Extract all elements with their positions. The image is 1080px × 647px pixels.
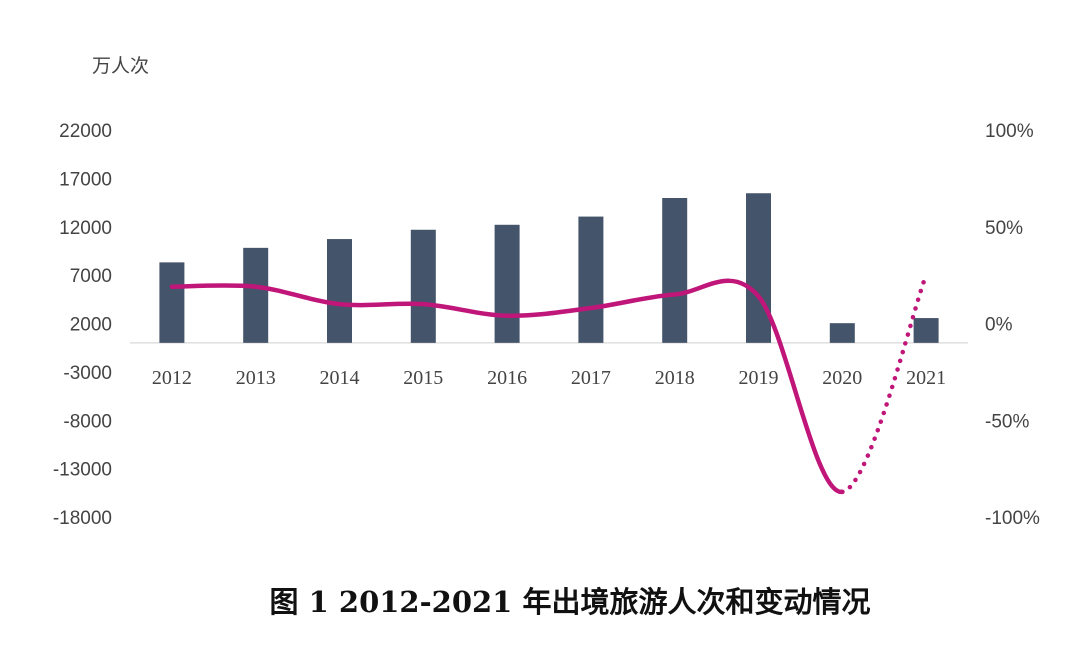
x-axis-ticks: 2012 2013 2014 2015 2016 2017 2018 2019 2020 2021 <box>152 367 946 389</box>
bar <box>913 318 939 343</box>
x-axis-tick-label: 2013 <box>236 367 276 389</box>
left-axis-tick-label: 22000 <box>59 121 112 142</box>
bar <box>327 239 352 343</box>
x-axis-tick-label: 2015 <box>403 367 443 389</box>
left-axis-tick-label: 2000 <box>70 315 112 336</box>
x-axis-tick-label: 2016 <box>487 367 527 389</box>
left-axis-tick-label: 17000 <box>59 169 112 190</box>
left-axis-tick-label: -18000 <box>53 508 112 529</box>
left-axis-tick-label: 12000 <box>59 218 112 239</box>
bar <box>829 323 855 343</box>
left-axis-ticks: 22000 17000 12000 7000 2000 -3000 -8000 -13000 -… <box>53 121 112 529</box>
bar <box>243 247 269 343</box>
left-axis-tick-label: 7000 <box>70 266 112 287</box>
x-axis-tick-label: 2012 <box>152 367 192 389</box>
right-axis-ticks: 100% 50% 0% -50% -100% <box>985 121 1040 529</box>
left-axis-tick-label: -8000 <box>63 411 112 432</box>
line-series-dotted <box>840 272 929 495</box>
right-axis-tick-label: -50% <box>985 411 1029 432</box>
bar <box>159 262 185 343</box>
right-axis-tick-label: 0% <box>985 315 1013 336</box>
right-axis-tick-label: 50% <box>985 218 1023 239</box>
line-series <box>169 272 929 495</box>
x-axis-tick-label: 2021 <box>906 367 946 389</box>
bar <box>746 193 771 343</box>
bar <box>578 216 604 343</box>
x-axis-tick-label: 2014 <box>320 367 360 389</box>
y-axis-unit-label: 万人次 <box>92 55 149 77</box>
bar-series <box>159 193 939 343</box>
line-series-solid <box>169 278 845 495</box>
x-axis-tick-label: 2019 <box>739 367 779 389</box>
right-axis-tick-label: 100% <box>985 121 1034 142</box>
chart-title: 图 1 2012-2021 年出境旅游人次和变动情况 <box>270 585 871 619</box>
x-axis-tick-label: 2020 <box>822 367 862 389</box>
bar <box>662 197 688 343</box>
x-axis-tick-label: 2018 <box>655 367 695 389</box>
x-axis-tick-label: 2017 <box>571 367 611 389</box>
bar <box>410 229 436 343</box>
left-axis-tick-label: -3000 <box>63 363 112 384</box>
bar <box>494 224 520 343</box>
right-axis-tick-label: -100% <box>985 508 1040 529</box>
left-axis-tick-label: -13000 <box>53 460 112 481</box>
